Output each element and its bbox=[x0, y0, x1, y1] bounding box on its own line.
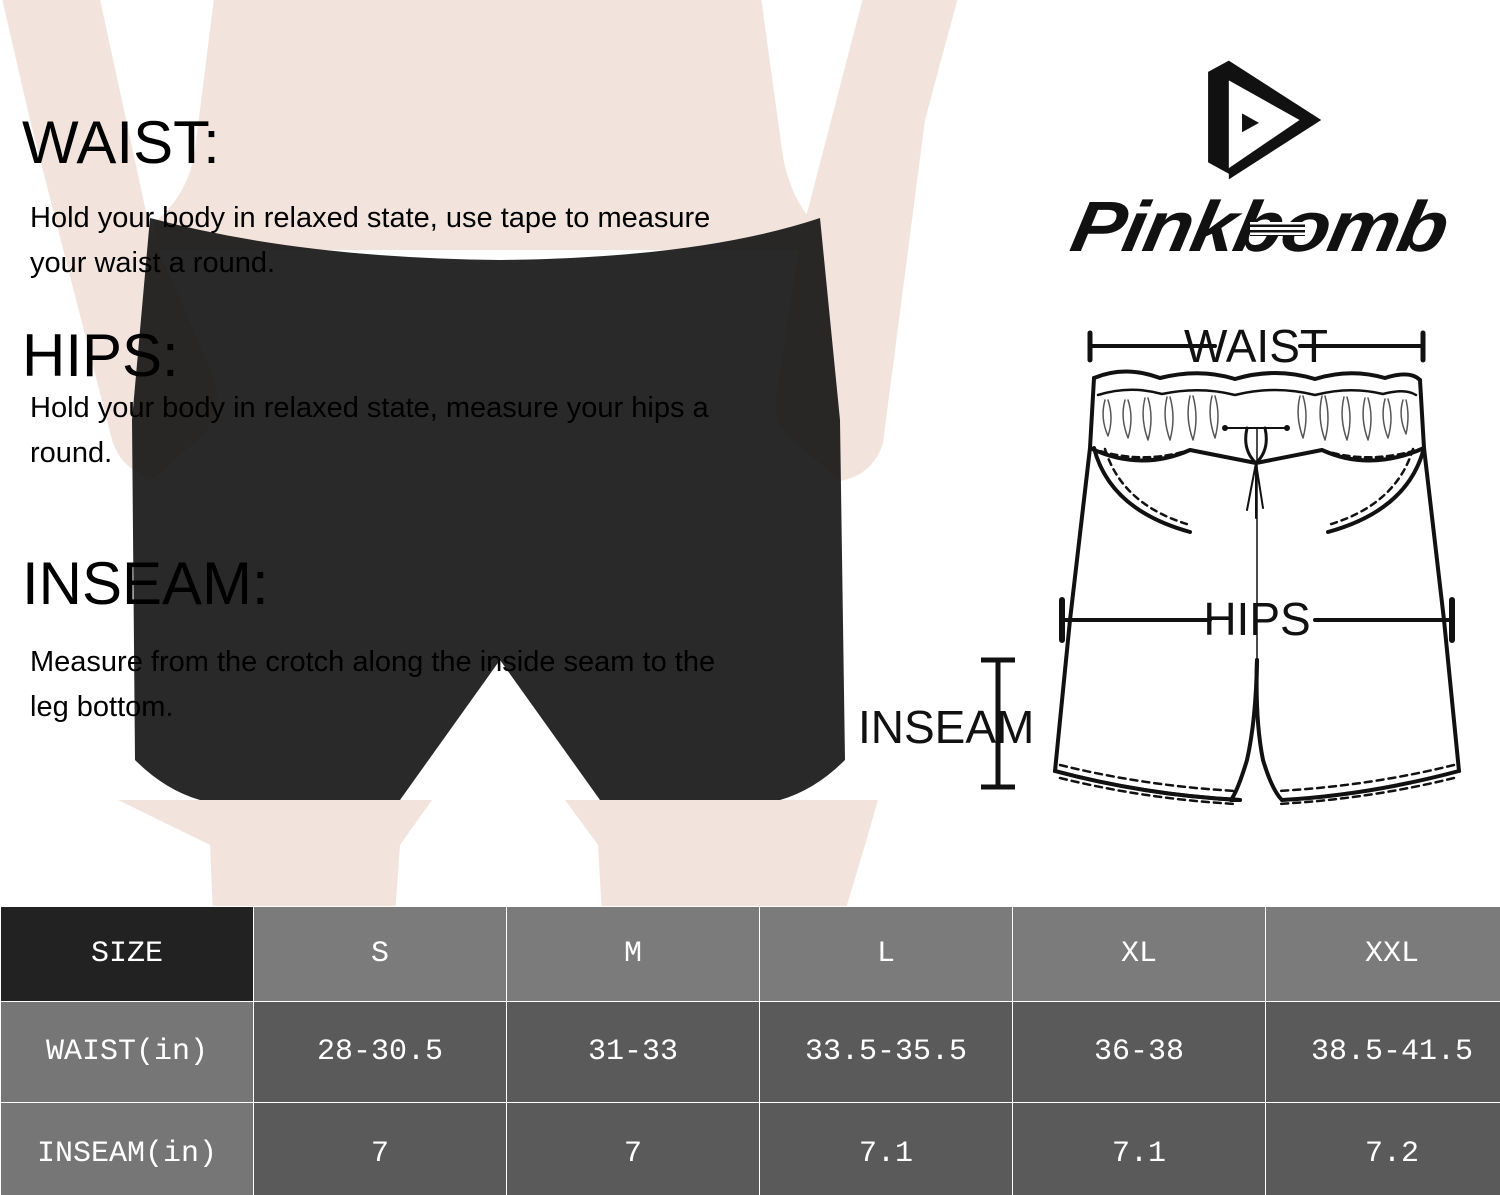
svg-text:WAIST: WAIST bbox=[1184, 320, 1328, 372]
